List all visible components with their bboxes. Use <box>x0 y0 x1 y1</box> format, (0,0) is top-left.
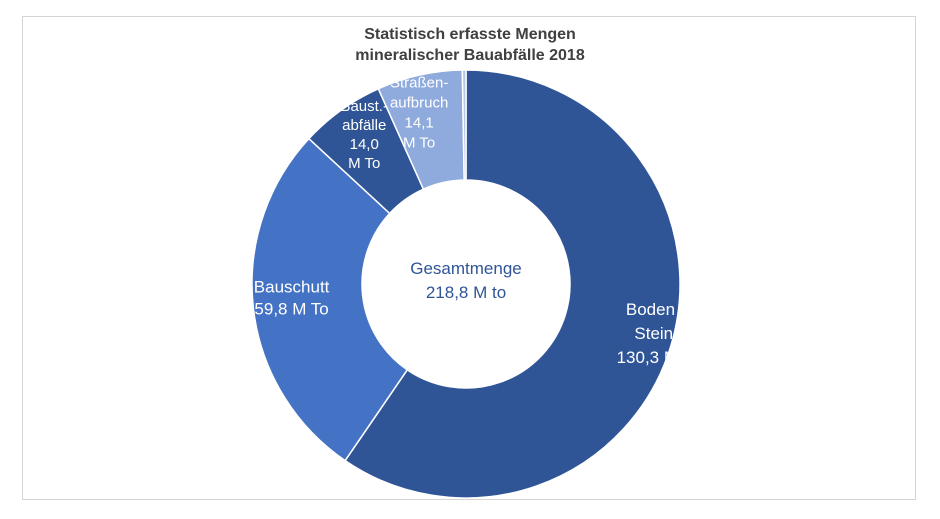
slice-data-label: 59,8 M To <box>254 300 328 319</box>
slice-data-label: Steine <box>634 324 682 343</box>
slice-data-label: Straßen- <box>390 74 448 91</box>
slice-data-label: abfälle <box>342 117 386 134</box>
chart-title-line-1: Statistisch erfasste Mengen <box>364 26 576 43</box>
chart-title-line-2: mineralischer Bauabfälle 2018 <box>355 47 585 64</box>
donut-slice <box>251 137 409 462</box>
slice-data-label: M To <box>348 155 380 172</box>
slice-data-label: Baust.- <box>340 98 388 115</box>
center-label-line-1: Gesamtmenge <box>410 259 522 278</box>
donut-slice <box>344 69 681 499</box>
chart-title: Statistisch erfasste Mengen mineralische… <box>0 24 940 66</box>
slice-data-label: Bauschutt <box>254 278 330 297</box>
slice-data-label: M To <box>403 134 435 151</box>
slice-data-label: Boden & <box>626 300 692 319</box>
slice-data-label: aufbruch <box>390 94 448 111</box>
slice-data-label: 14,1 <box>405 114 434 131</box>
slice-data-label: 130,3 M To <box>617 348 701 367</box>
donut-slice <box>461 69 467 181</box>
center-label-line-2: 218,8 M to <box>426 283 506 302</box>
slice-data-label: 14,0 <box>350 136 379 153</box>
